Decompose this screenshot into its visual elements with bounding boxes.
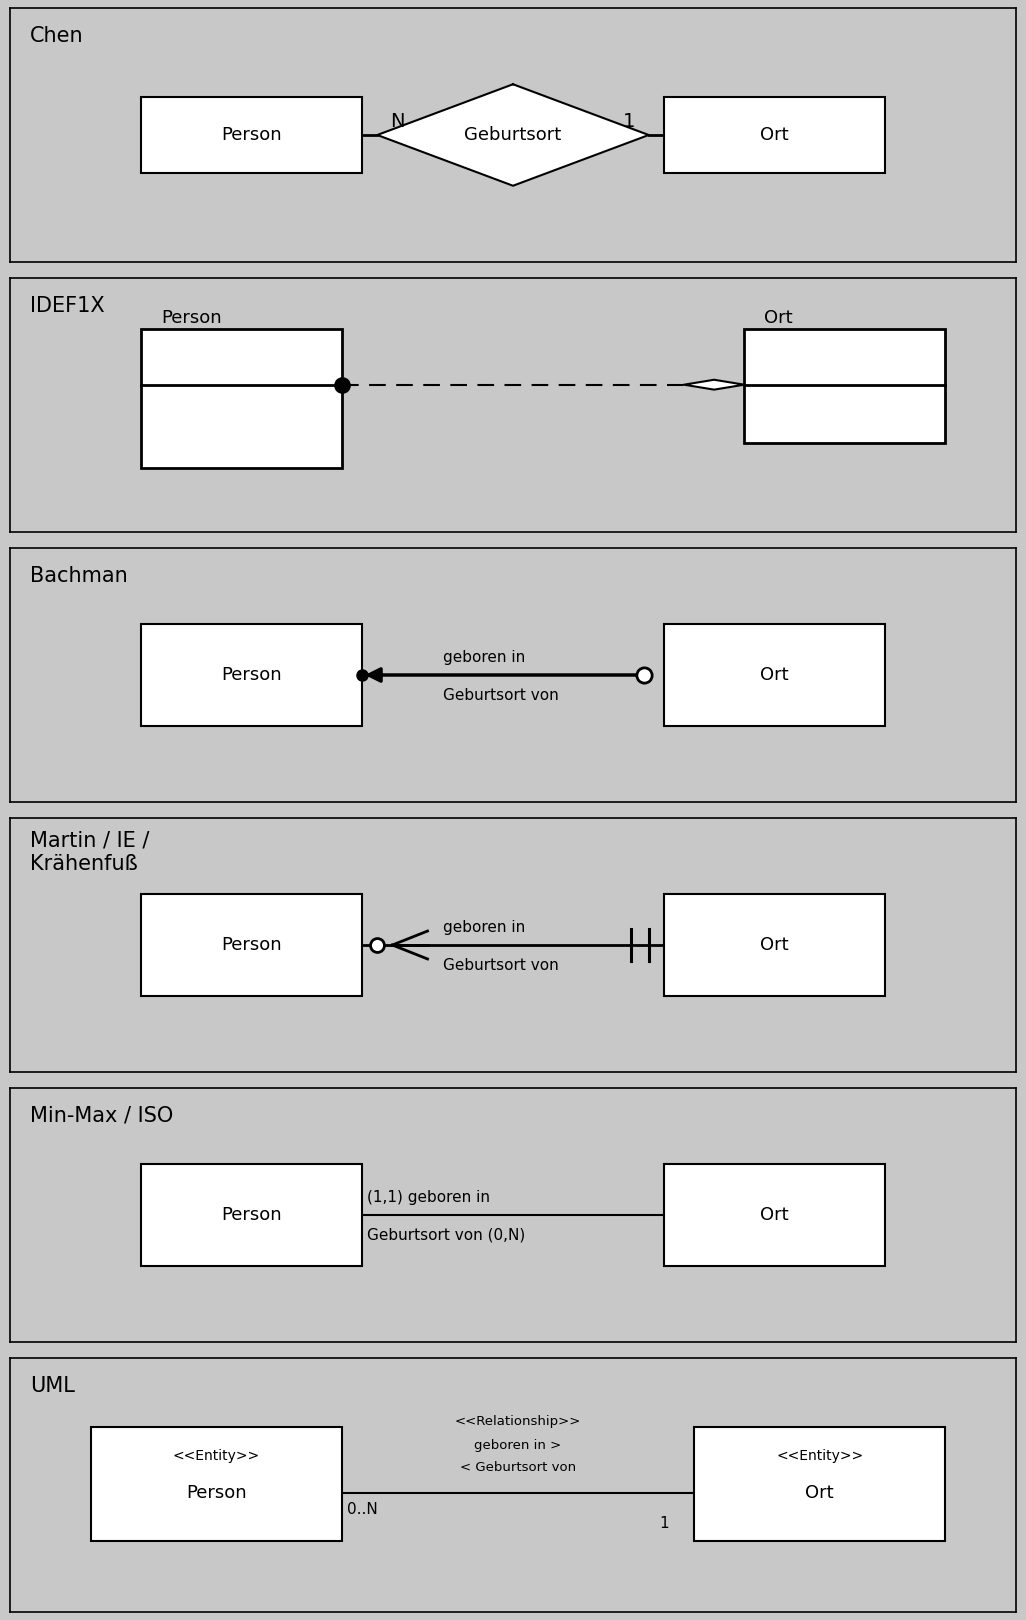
Text: Ort: Ort	[805, 1484, 834, 1502]
FancyBboxPatch shape	[141, 329, 342, 468]
Text: 0..N: 0..N	[347, 1502, 378, 1516]
FancyBboxPatch shape	[664, 894, 885, 996]
Text: Ort: Ort	[760, 936, 789, 954]
Polygon shape	[684, 379, 744, 390]
FancyBboxPatch shape	[141, 97, 362, 173]
Text: Person: Person	[222, 936, 282, 954]
Text: geboren in: geboren in	[442, 650, 525, 664]
Text: Ort: Ort	[760, 1205, 789, 1225]
Text: Person: Person	[222, 1205, 282, 1225]
Text: Geburtsort: Geburtsort	[465, 126, 561, 144]
Text: Ort: Ort	[764, 308, 793, 327]
Text: geboren in: geboren in	[442, 920, 525, 935]
Text: Geburtsort von: Geburtsort von	[442, 957, 558, 972]
Text: Geburtsort von (0,N): Geburtsort von (0,N)	[367, 1228, 525, 1243]
Text: 1: 1	[623, 112, 635, 131]
Text: Person: Person	[186, 1484, 246, 1502]
FancyBboxPatch shape	[664, 624, 885, 726]
Text: Person: Person	[222, 666, 282, 684]
FancyBboxPatch shape	[141, 624, 362, 726]
Text: <<Entity>>: <<Entity>>	[172, 1448, 260, 1463]
Text: 1: 1	[660, 1516, 669, 1531]
Text: geboren in >: geboren in >	[474, 1439, 561, 1452]
Text: N: N	[390, 112, 404, 131]
Text: UML: UML	[31, 1375, 75, 1396]
Text: Geburtsort von: Geburtsort von	[442, 688, 558, 703]
Text: IDEF1X: IDEF1X	[31, 296, 105, 316]
FancyBboxPatch shape	[694, 1427, 945, 1541]
FancyBboxPatch shape	[664, 1165, 885, 1265]
Text: Ort: Ort	[760, 666, 789, 684]
Text: <<Relationship>>: <<Relationship>>	[455, 1414, 581, 1429]
FancyBboxPatch shape	[141, 1165, 362, 1265]
Text: <<Entity>>: <<Entity>>	[776, 1448, 863, 1463]
Text: Person: Person	[161, 308, 222, 327]
Text: < Geburtsort von: < Geburtsort von	[460, 1461, 576, 1474]
Text: Ort: Ort	[760, 126, 789, 144]
Text: Bachman: Bachman	[31, 565, 128, 586]
FancyBboxPatch shape	[664, 97, 885, 173]
Text: (1,1) geboren in: (1,1) geboren in	[367, 1189, 490, 1205]
FancyBboxPatch shape	[90, 1427, 342, 1541]
Text: Person: Person	[222, 126, 282, 144]
FancyBboxPatch shape	[744, 329, 945, 442]
Text: Martin / IE /
Krähenfuß: Martin / IE / Krähenfuß	[31, 831, 150, 875]
Polygon shape	[378, 84, 648, 186]
FancyBboxPatch shape	[141, 894, 362, 996]
Text: Chen: Chen	[31, 26, 84, 45]
Text: Min-Max / ISO: Min-Max / ISO	[31, 1106, 173, 1126]
